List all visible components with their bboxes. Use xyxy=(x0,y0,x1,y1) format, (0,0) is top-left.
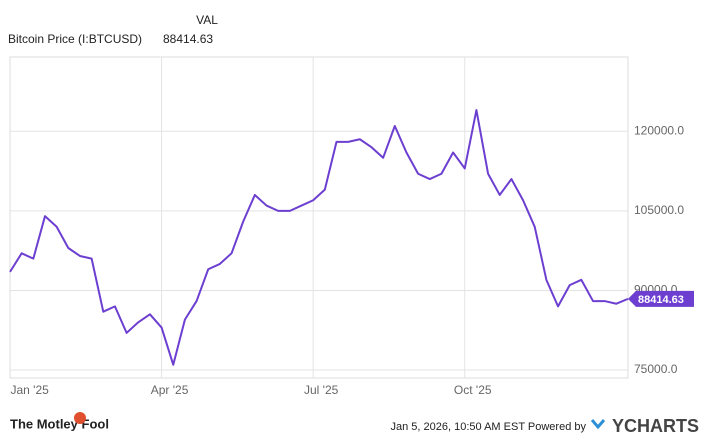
logo-icon xyxy=(74,412,86,424)
legend-label: Bitcoin Price (I:BTCUSD) xyxy=(8,32,142,46)
provider-logo xyxy=(590,419,606,430)
y-tick-label: 75000.0 xyxy=(634,362,678,376)
y-tick-label: 120000.0 xyxy=(634,123,684,137)
last-value-label: 88414.63 xyxy=(638,294,684,306)
footer: The Motley Fool Jan 5, 2026, 10:50 AM ES… xyxy=(10,412,699,436)
last-value-tag xyxy=(628,290,694,307)
x-tick-label: Jul '25 xyxy=(304,383,339,397)
x-tick-label: Apr '25 xyxy=(151,383,189,397)
plot-frame xyxy=(9,56,629,379)
x-tick-label: Oct '25 xyxy=(454,383,492,397)
legend-value: 88414.63 xyxy=(163,32,213,46)
timestamp: Jan 5, 2026, 10:50 AM EST Powered by xyxy=(391,421,587,433)
value-header: VAL xyxy=(196,13,218,27)
provider: YCHARTS xyxy=(612,416,699,436)
x-tick-label: Jan '25 xyxy=(10,383,49,397)
price-line xyxy=(9,109,629,366)
y-tick-label: 105000.0 xyxy=(634,203,684,217)
brand: The Motley Fool xyxy=(10,416,109,431)
